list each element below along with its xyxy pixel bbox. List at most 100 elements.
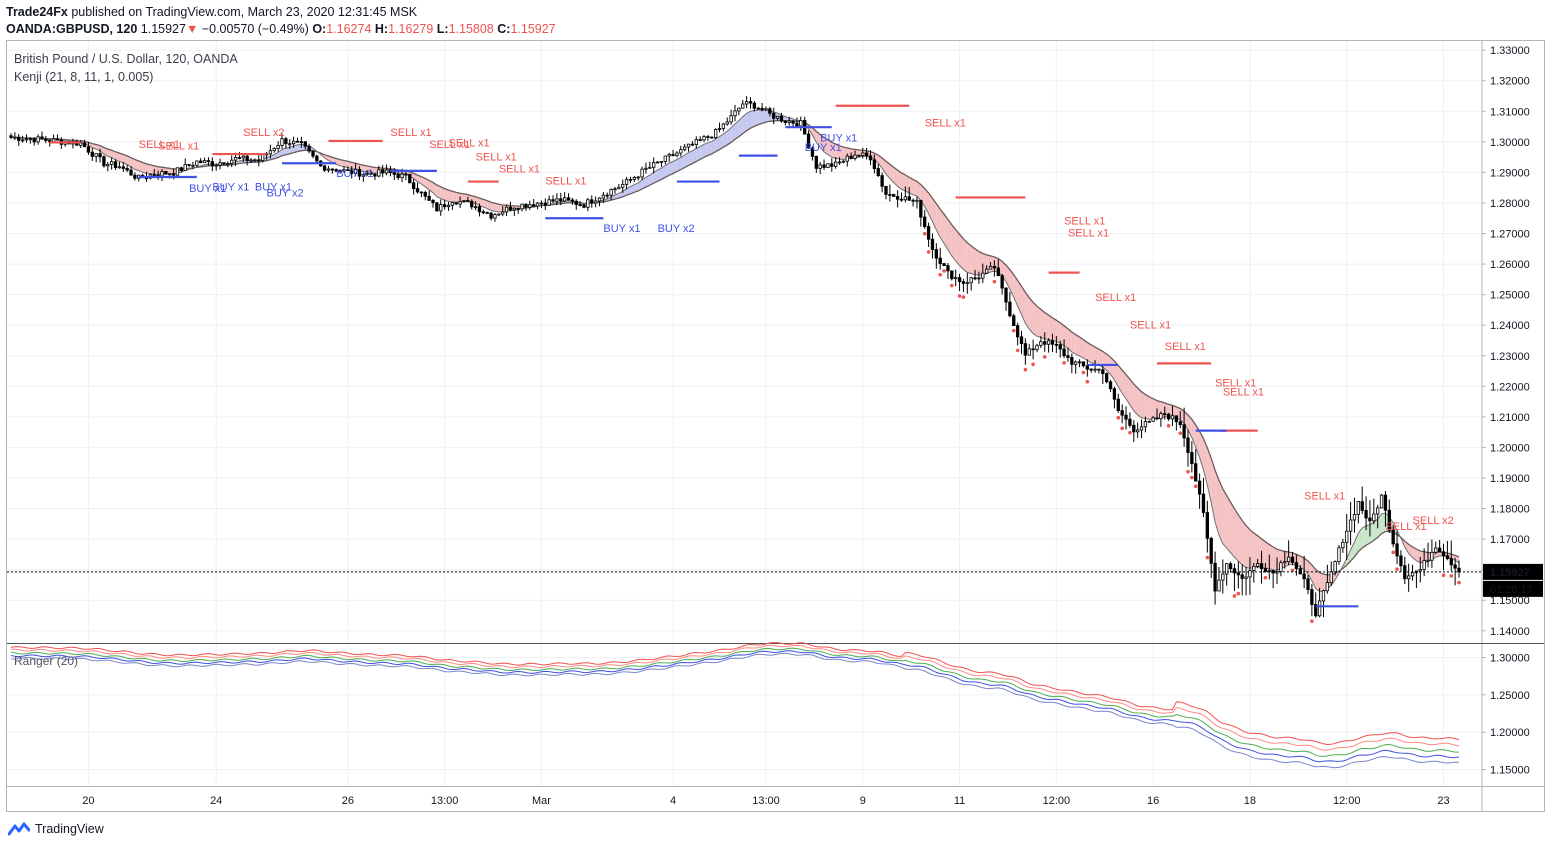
bear-candle [911, 199, 915, 202]
tradingview-logo-icon [8, 822, 30, 836]
bear-candle [295, 140, 300, 143]
kenji-band-segment [649, 172, 654, 186]
bear-candle [1116, 398, 1120, 411]
bull-candle [20, 139, 25, 142]
bull-candle [702, 136, 706, 141]
kenji-band-segment [905, 175, 910, 194]
bear-candle [1368, 517, 1372, 522]
kenji-band-segment [692, 148, 697, 164]
high-label: H: [374, 22, 389, 36]
bear-candle [1399, 555, 1403, 567]
price-axis-label: 1.18000 [1490, 504, 1530, 516]
bull-candle [1325, 582, 1330, 592]
bull-candle [1321, 590, 1326, 602]
bull-candle [202, 160, 207, 164]
bull-candle [1244, 576, 1248, 579]
sell-dot [1236, 591, 1241, 596]
bear-candle [369, 172, 373, 175]
sell-signal-label: SELL x1 [1304, 490, 1345, 502]
countdown-tag [1483, 580, 1543, 597]
bear-candle [1120, 410, 1124, 416]
bull-candle [915, 199, 919, 202]
kenji-band-segment [642, 177, 646, 189]
bull-candle [535, 202, 540, 207]
ranger-series-line [10, 647, 1459, 757]
kenji-band-segment [436, 185, 441, 199]
sell-signal-label: SELL x1 [1215, 377, 1256, 389]
kenji-band-segment [916, 181, 921, 201]
ranger-indicator-label[interactable]: Ranger (20) [14, 654, 79, 668]
bear-candle [551, 199, 555, 202]
price-axis-label: 1.14000 [1490, 626, 1530, 638]
bull-candle [648, 166, 652, 169]
bull-candle [218, 162, 222, 166]
sell-dot [1441, 573, 1446, 578]
kenji-band-segment [990, 255, 995, 272]
bear-candle [1190, 452, 1194, 465]
kenji-band-segment [645, 175, 650, 188]
bear-candle [1310, 589, 1314, 605]
kenji-band-segment [1308, 561, 1312, 581]
bull-candle [462, 200, 466, 202]
bull-candle [1434, 547, 1438, 553]
bull-candle [636, 176, 640, 179]
kenji-band-segment [138, 160, 143, 173]
buy-signal-label: BUY x1 [603, 223, 640, 235]
kenji-band-segment [812, 127, 817, 143]
kenji-band-segment [1110, 357, 1115, 380]
bear-candle [1194, 463, 1198, 482]
bear-candle [706, 136, 710, 138]
bull-candle [853, 154, 857, 159]
publisher-name[interactable]: Trade24Fx [6, 5, 68, 19]
bear-candle [806, 133, 811, 149]
sell-dot [1395, 567, 1399, 571]
bear-candle [1209, 537, 1213, 564]
sell-dot [1232, 594, 1237, 598]
instrument-legend[interactable]: British Pound / U.S. Dollar, 120, OANDA [14, 52, 238, 66]
bear-candle [892, 194, 896, 197]
kenji-band-segment [494, 203, 499, 212]
sell-signal-label: SELL x2 [243, 127, 284, 139]
bear-candle [470, 200, 474, 208]
bear-candle [930, 238, 935, 250]
indicator-legend[interactable]: Kenji (21, 8, 11, 1, 0.005) [14, 70, 154, 84]
kenji-band-segment [947, 219, 952, 257]
ranger-series-line [10, 641, 1460, 746]
kenji-band-segment [700, 144, 705, 160]
time-axis-label: 23 [1437, 795, 1449, 807]
kenji-band-segment [1257, 535, 1262, 568]
kenji-band-segment [1424, 551, 1429, 563]
kenji-band-segment [119, 153, 124, 163]
sell-signal-label: SELL x1 [1095, 292, 1136, 304]
close-label: C: [497, 22, 511, 36]
sell-dot [957, 294, 962, 298]
sell-signal-label: SELL x1 [1165, 341, 1206, 353]
bull-candle [160, 171, 164, 177]
price-axis-label: 1.23000 [1490, 351, 1530, 363]
bear-candle [396, 174, 400, 179]
bull-candle [655, 161, 660, 164]
sell-dot [1186, 469, 1190, 474]
price-axis-label: 1.28000 [1490, 198, 1530, 210]
bull-candle [439, 204, 443, 212]
bear-candle [1437, 547, 1442, 553]
sell-dot [1205, 555, 1210, 560]
kenji-band-segment [1238, 514, 1243, 565]
last-price-tag [1483, 563, 1543, 580]
bear-candle [125, 167, 129, 171]
price-change: −0.00570 (−0.49%) [201, 22, 309, 36]
bull-candle [837, 161, 842, 164]
bear-candle [90, 151, 94, 157]
sell-dot [1290, 568, 1295, 573]
bear-candle [129, 169, 133, 176]
bear-candle [373, 173, 377, 177]
bear-candle [1453, 564, 1457, 569]
kenji-band-segment [1075, 334, 1080, 356]
bull-candle [597, 197, 602, 202]
bull-candle [1139, 426, 1144, 431]
bull-candle [841, 160, 846, 163]
footer-brand[interactable]: TradingView [8, 822, 104, 836]
sell-signal-label: SELL x1 [476, 151, 517, 163]
kenji-band-segment [673, 159, 677, 174]
